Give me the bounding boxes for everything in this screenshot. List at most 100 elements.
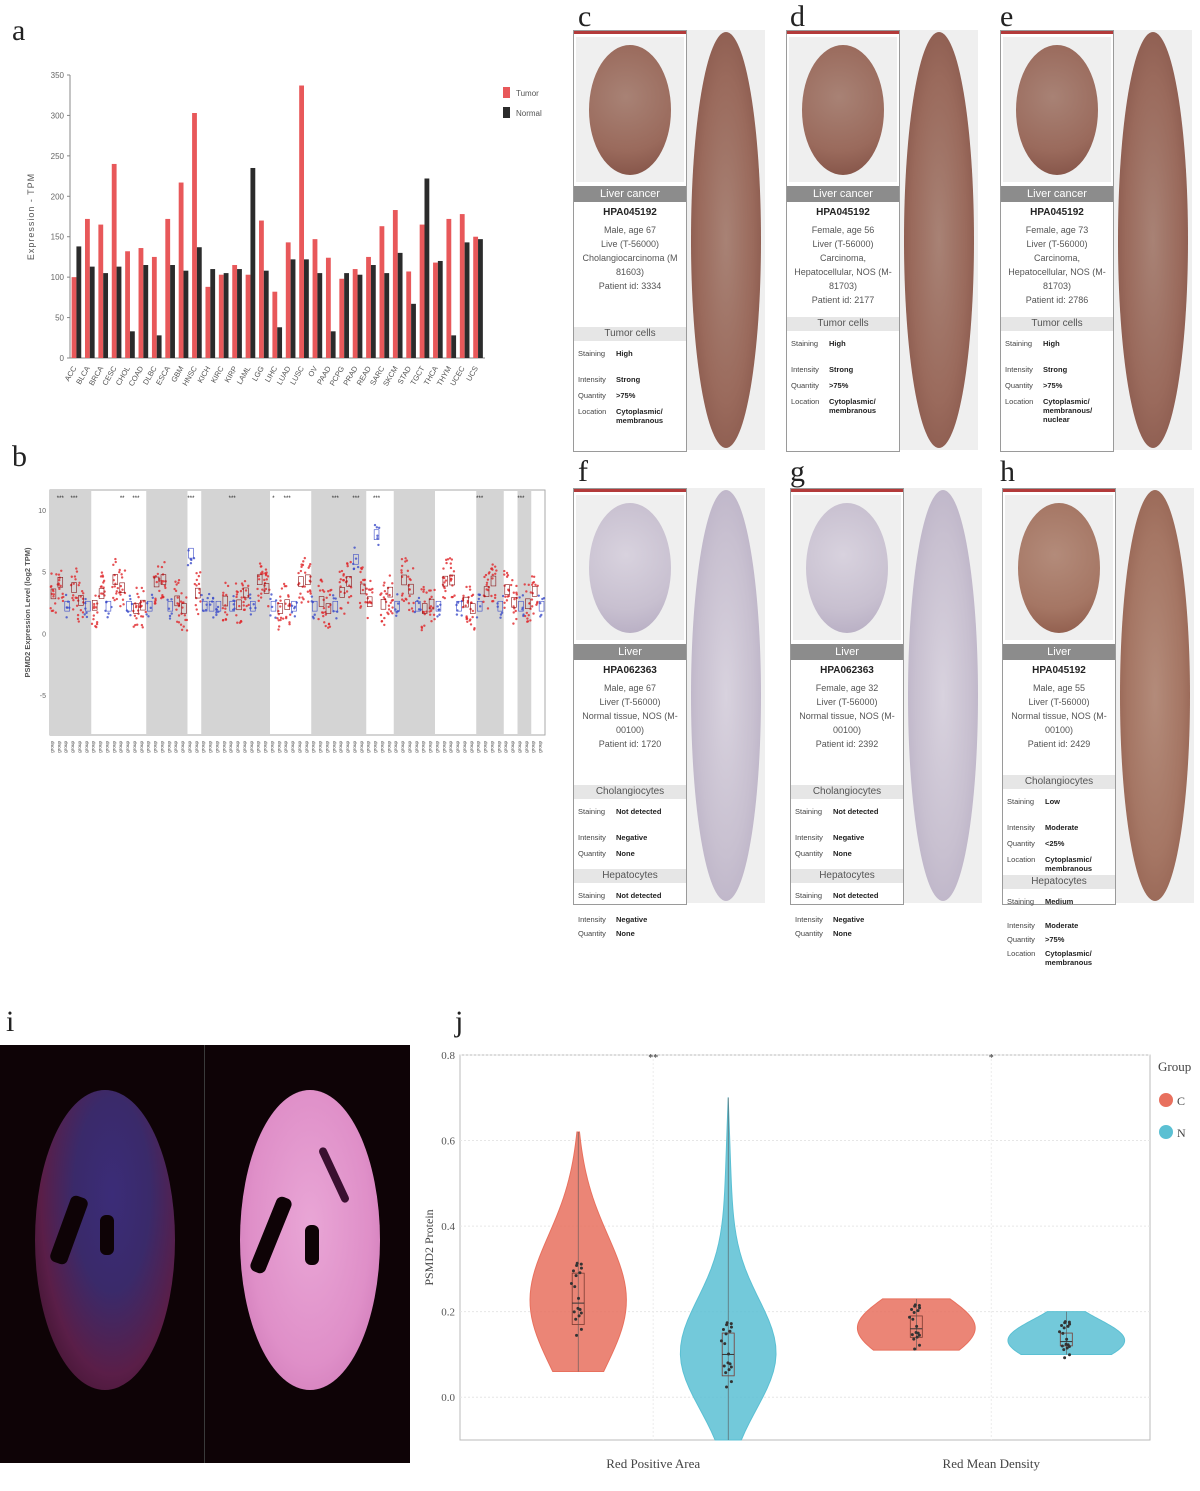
- bar-normal: [250, 167, 256, 358]
- sample-point: [259, 572, 263, 575]
- sample-point: [249, 593, 252, 596]
- x-tick-label: group: [201, 741, 206, 753]
- sample-point: [174, 589, 178, 593]
- data-point: [910, 1308, 914, 1312]
- box: [325, 603, 332, 614]
- sample-point: [168, 617, 172, 620]
- sample-point: [277, 628, 280, 631]
- x-tick-label: UCEC: [448, 364, 467, 387]
- bar-normal: [223, 273, 229, 358]
- sample-point: [505, 571, 509, 575]
- sample-point: [530, 598, 534, 601]
- sample-point: [465, 615, 468, 618]
- panel-label-f: f: [578, 455, 588, 488]
- sample-point: [195, 608, 198, 611]
- y-tick-label: 0: [42, 631, 46, 638]
- sample-point: [285, 584, 288, 588]
- sample-point: [57, 597, 60, 600]
- sample-point: [444, 558, 448, 562]
- box: [64, 600, 70, 612]
- sample-point: [485, 581, 489, 584]
- bar-tumor: [459, 214, 465, 358]
- data-point: [1067, 1345, 1071, 1349]
- antibody-id: HPA062363: [603, 665, 657, 676]
- sample-point: [96, 611, 99, 614]
- x-tick-label: KIRC: [209, 364, 226, 385]
- sample-point: [166, 598, 169, 602]
- sample-point: [367, 588, 371, 591]
- sample-point: [462, 594, 465, 598]
- sample-point: [324, 624, 327, 628]
- y-tick-label: 350: [51, 71, 65, 80]
- sample-point: [261, 588, 264, 591]
- sample-point: [204, 608, 208, 612]
- sample-point: [92, 606, 96, 610]
- sample-point: [422, 588, 426, 591]
- ihc-info-card: Liver cancer HPA045192 Male, age 67 Live (…: [573, 30, 687, 452]
- sample-point: [184, 618, 187, 622]
- sample-point: [302, 560, 305, 563]
- sample-point: [363, 578, 366, 582]
- sample-point: [400, 575, 404, 579]
- sample-point: [486, 578, 490, 581]
- sample-point: [136, 623, 139, 626]
- data-point: [729, 1322, 733, 1326]
- box: [133, 603, 139, 614]
- sample-point: [306, 590, 310, 593]
- sample-point: [226, 584, 230, 588]
- box: [387, 586, 394, 598]
- sample-point: [69, 583, 73, 587]
- sample-point: [329, 589, 332, 592]
- x-tick-label: COAD: [127, 364, 146, 388]
- attribute-key: Quantity: [1007, 935, 1035, 944]
- attribute-row: Staining High: [791, 339, 895, 351]
- sample-point: [349, 594, 353, 598]
- ihc-info-card: Liver HPA062363 Female, age 32 Liver (T-56…: [790, 488, 904, 938]
- x-tick-label: group: [338, 741, 343, 753]
- box: [208, 600, 215, 612]
- sample-point: [225, 613, 229, 616]
- legend-label: Tumor: [516, 89, 539, 98]
- sample-point: [391, 606, 394, 609]
- sample-point: [75, 596, 79, 600]
- sample-point: [325, 596, 328, 599]
- attribute-row: Location Cytoplasmic/ membranous/ nuclear: [1005, 397, 1109, 424]
- sample-point: [279, 618, 282, 622]
- x-tick-label: group: [228, 741, 233, 753]
- y-tick-label: 0: [60, 354, 65, 363]
- sample-point: [54, 611, 57, 614]
- section-header: Hepatocytes: [791, 869, 903, 883]
- sample-point: [122, 603, 125, 606]
- attribute-row: Intensity Negative: [795, 833, 899, 845]
- sample-point: [526, 617, 529, 620]
- sample-point: [64, 593, 68, 597]
- box: [456, 600, 462, 612]
- attribute-value: None: [833, 929, 852, 938]
- attribute-value: Cytoplasmic/ membranous/ nuclear: [1043, 397, 1093, 424]
- sample-point: [339, 578, 342, 581]
- sample-point: [95, 622, 99, 626]
- ihc-info-card: Liver HPA045192 Male, age 55 Liver (T-5600…: [1002, 488, 1116, 967]
- attribute-key: Location: [578, 407, 607, 416]
- sample-point: [505, 575, 509, 578]
- attribute-value: Negative: [833, 915, 865, 924]
- antibody-id: HPA062363: [820, 665, 874, 676]
- data-point: [1063, 1356, 1067, 1360]
- x-tick-label: group: [77, 741, 82, 753]
- sample-point: [531, 591, 534, 595]
- bar-tumor: [205, 286, 211, 358]
- data-point: [1065, 1346, 1069, 1350]
- bar-normal: [210, 269, 216, 358]
- sample-point: [417, 596, 421, 600]
- sample-point: [295, 601, 298, 604]
- box: [167, 600, 174, 612]
- bar-normal: [317, 273, 323, 358]
- sample-point: [279, 595, 282, 598]
- sample-point: [328, 593, 332, 597]
- card-accent-bar: [787, 31, 899, 34]
- data-point: [912, 1310, 916, 1314]
- legend-title: Group: [1158, 1059, 1191, 1074]
- bar-tumor: [71, 277, 77, 358]
- sample-point: [340, 607, 343, 610]
- sample-point: [232, 594, 235, 598]
